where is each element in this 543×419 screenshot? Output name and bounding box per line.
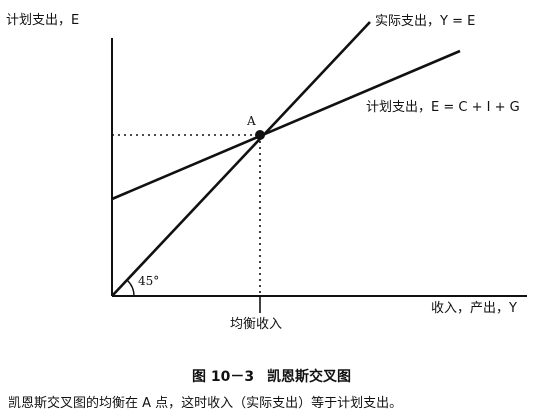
- figure-caption-text: 凯恩斯交叉图的均衡在 A 点，这时收入（实际支出）等于计划支出。: [8, 396, 403, 411]
- figure-number: 图 10－3: [192, 369, 255, 385]
- angle-arc: [126, 279, 135, 297]
- figure-title: 凯恩斯交叉图: [266, 369, 351, 385]
- equilibrium-income-label: 均衡收入: [230, 317, 283, 332]
- actual-expenditure-line: [111, 21, 371, 297]
- actual-line-label: 实际支出，Y = E: [375, 14, 476, 29]
- equilibrium-point: [255, 130, 265, 140]
- point-a-label: A: [247, 114, 256, 128]
- angle-label: 45°: [138, 274, 160, 288]
- y-axis-label: 计划支出，E: [6, 13, 80, 28]
- figure-caption-title: 图 10－3 凯恩斯交叉图: [0, 366, 543, 386]
- x-axis-label: 收入，产出，Y: [431, 301, 517, 316]
- planned-expenditure-line: [111, 49, 461, 201]
- planned-line-label: 计划支出，E = C + I + G: [366, 100, 520, 115]
